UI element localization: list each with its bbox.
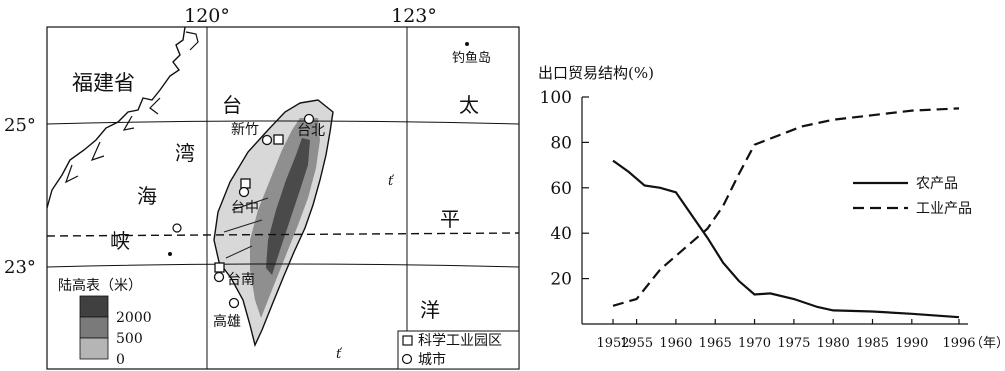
city-symbol: [401, 353, 413, 365]
science-park-tainan: [214, 262, 225, 273]
islet: [168, 252, 172, 256]
label-pacific-ping: 平: [440, 207, 460, 231]
lon-label-120: 120°: [184, 5, 230, 27]
legend-science-park: 科学工业园区: [418, 333, 502, 349]
islets-east: ť: [388, 174, 395, 189]
label-strait-hai: 海: [137, 184, 157, 208]
elevation-swatch-2000: [79, 295, 109, 318]
y-ticks: 20 40 60 80 100: [540, 88, 589, 290]
legend-city: 城市: [418, 351, 446, 368]
symbol-legend-box: [397, 330, 520, 370]
legend-label: 工业产品: [916, 201, 972, 217]
x-axis-unit: （年）: [970, 336, 1005, 351]
x-tick-label: 1985: [856, 336, 889, 351]
elevation-2000: [266, 138, 310, 275]
elevation-level-500: 500: [116, 331, 143, 347]
lat-label-23: 23°: [4, 257, 36, 278]
elevation-swatch-500: [79, 316, 109, 339]
x-tick-label: 1970: [738, 336, 771, 351]
label-gaoxiong: 高雄: [213, 313, 241, 330]
tropic-line: [46, 232, 520, 237]
y-tick-label: 60: [550, 179, 572, 199]
label-taizhong: 台中: [231, 200, 259, 216]
y-tick-label: 100: [540, 88, 572, 108]
series-line-1: [612, 107, 960, 307]
islet: [172, 223, 182, 233]
science-park-xinzhu: [273, 134, 284, 145]
series-line-0: [612, 159, 960, 319]
x-tick-label: 1980: [817, 336, 850, 351]
elevation-swatch-0: [79, 337, 109, 360]
science-park-symbol: [402, 335, 413, 346]
chart-title: 出口贸易结构(%): [538, 64, 654, 82]
city-xinzhu: [261, 134, 273, 146]
x-tick-label: 1960: [659, 336, 692, 351]
diaoyu-island: [465, 42, 469, 46]
taiwan-rivers: [223, 197, 269, 259]
label-diaoyu: 钓鱼岛: [452, 50, 491, 66]
x-tick-label: 1955: [620, 336, 653, 351]
label-xinzhu: 新竹: [231, 122, 259, 138]
label-tainan: 台南: [227, 272, 255, 288]
x-tick-label: 1996: [942, 336, 975, 351]
city-gaoxiong: [228, 297, 240, 309]
x-tick-label: 1952: [596, 336, 629, 351]
label-taibei: 台北: [297, 123, 325, 139]
y-tick-label: 40: [550, 224, 572, 244]
y-tick-label: 20: [550, 270, 572, 290]
parallel-23: [46, 263, 520, 268]
legend-label: 农产品: [916, 176, 958, 192]
label-fujian: 福建省: [72, 71, 135, 95]
taiwan-map: 120° 123° 25° 23° 福建省 台 湾 海 峡 太 平 洋 钓鱼岛 …: [4, 5, 520, 370]
city-taizhong: [238, 186, 250, 198]
x-tick-label: 1990: [895, 336, 928, 351]
elevation-level-0: 0: [116, 352, 125, 368]
y-tick-label: 80: [550, 133, 572, 153]
lat-label-25: 25°: [4, 115, 36, 136]
fujian-coastline: [46, 26, 186, 209]
label-pacific-yang: 洋: [420, 298, 440, 322]
label-strait-wan: 湾: [175, 141, 195, 165]
islets-east: ť: [336, 347, 343, 362]
city-tainan: [213, 271, 225, 283]
series-lines: [612, 107, 960, 319]
label-strait-tai: 台: [222, 93, 242, 117]
label-pacific-tai: 太: [459, 93, 479, 117]
x-tick-label: 1965: [699, 336, 732, 351]
elevation-legend-title: 陆高表（米）: [58, 277, 142, 294]
city-taibei: [303, 113, 315, 125]
label-strait-xia: 峡: [110, 229, 130, 253]
science-park-taizhong: [240, 178, 251, 189]
fujian-coast-detail: [64, 31, 199, 184]
lon-label-123: 123°: [391, 5, 437, 27]
x-tick-label: 1975: [777, 336, 810, 351]
parallel-25: [46, 120, 520, 125]
elevation-level-2000: 2000: [116, 310, 152, 326]
